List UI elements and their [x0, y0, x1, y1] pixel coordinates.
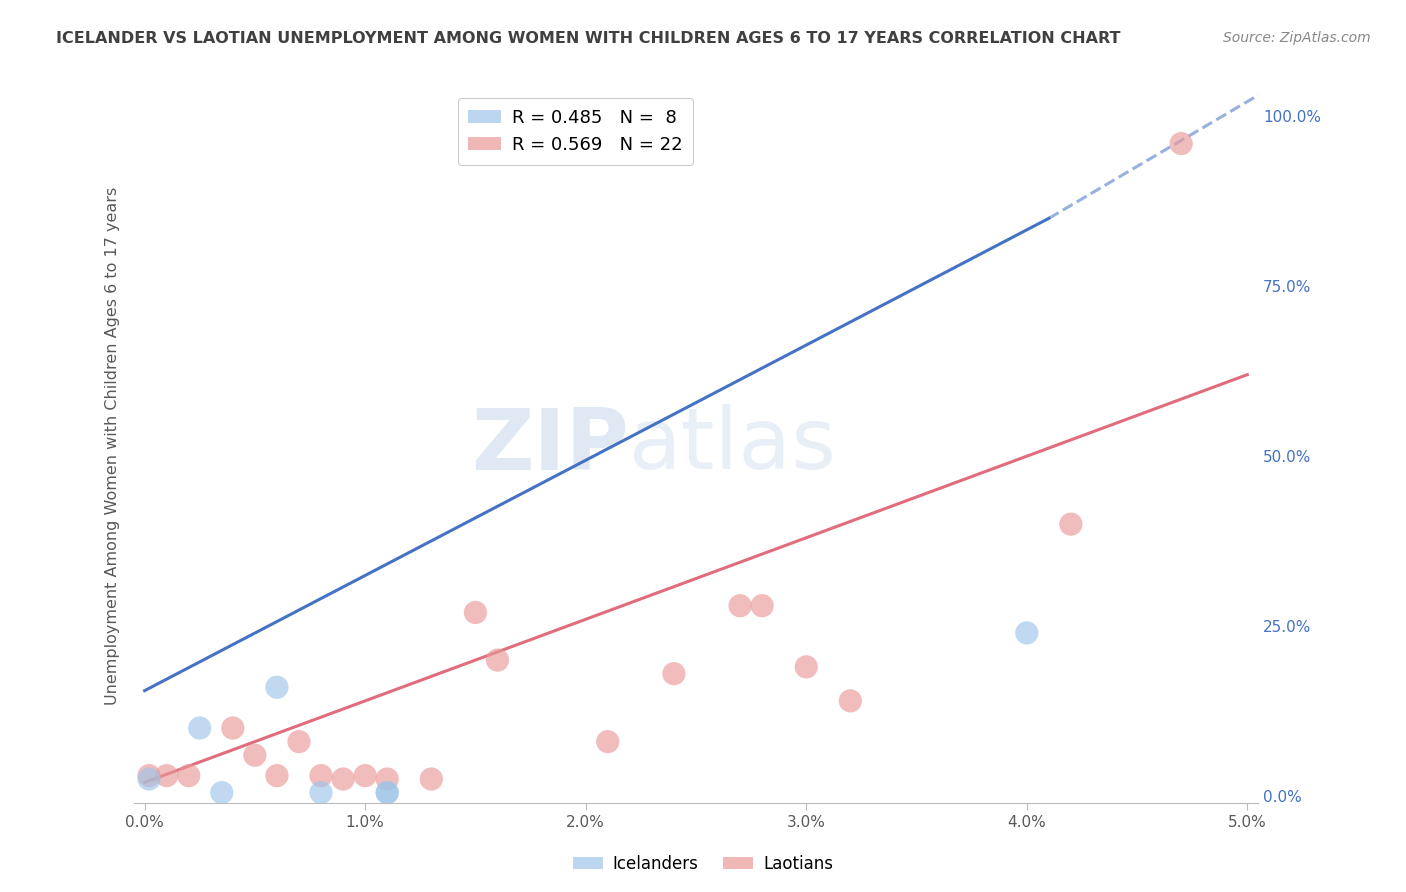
Point	[464, 606, 486, 620]
Point	[375, 786, 398, 800]
Point	[375, 786, 398, 800]
Point	[138, 772, 160, 786]
Point	[354, 769, 377, 783]
Point	[332, 772, 354, 786]
Y-axis label: Unemployment Among Women with Children Ages 6 to 17 years: Unemployment Among Women with Children A…	[104, 187, 120, 705]
Point	[420, 772, 443, 786]
Point	[222, 721, 245, 735]
Point	[1170, 136, 1192, 151]
Point	[1060, 517, 1083, 532]
Point	[266, 680, 288, 694]
Point	[177, 769, 200, 783]
Point	[662, 666, 685, 681]
Point	[138, 769, 160, 783]
Point	[728, 599, 751, 613]
Point	[211, 786, 233, 800]
Legend: Icelanders, Laotians: Icelanders, Laotians	[565, 848, 841, 880]
Point	[596, 734, 619, 748]
Point	[266, 769, 288, 783]
Point	[309, 769, 332, 783]
Point	[309, 786, 332, 800]
Point	[751, 599, 773, 613]
Point	[375, 772, 398, 786]
Text: Source: ZipAtlas.com: Source: ZipAtlas.com	[1223, 31, 1371, 45]
Text: ICELANDER VS LAOTIAN UNEMPLOYMENT AMONG WOMEN WITH CHILDREN AGES 6 TO 17 YEARS C: ICELANDER VS LAOTIAN UNEMPLOYMENT AMONG …	[56, 31, 1121, 46]
Point	[839, 694, 862, 708]
Point	[188, 721, 211, 735]
Point	[794, 660, 817, 674]
Text: ZIP: ZIP	[471, 404, 628, 488]
Point	[288, 734, 311, 748]
Point	[243, 748, 266, 763]
Point	[1015, 626, 1038, 640]
Text: atlas: atlas	[628, 404, 837, 488]
Point	[486, 653, 509, 667]
Legend: R = 0.485   N =  8, R = 0.569   N = 22: R = 0.485 N = 8, R = 0.569 N = 22	[457, 98, 693, 165]
Point	[156, 769, 179, 783]
